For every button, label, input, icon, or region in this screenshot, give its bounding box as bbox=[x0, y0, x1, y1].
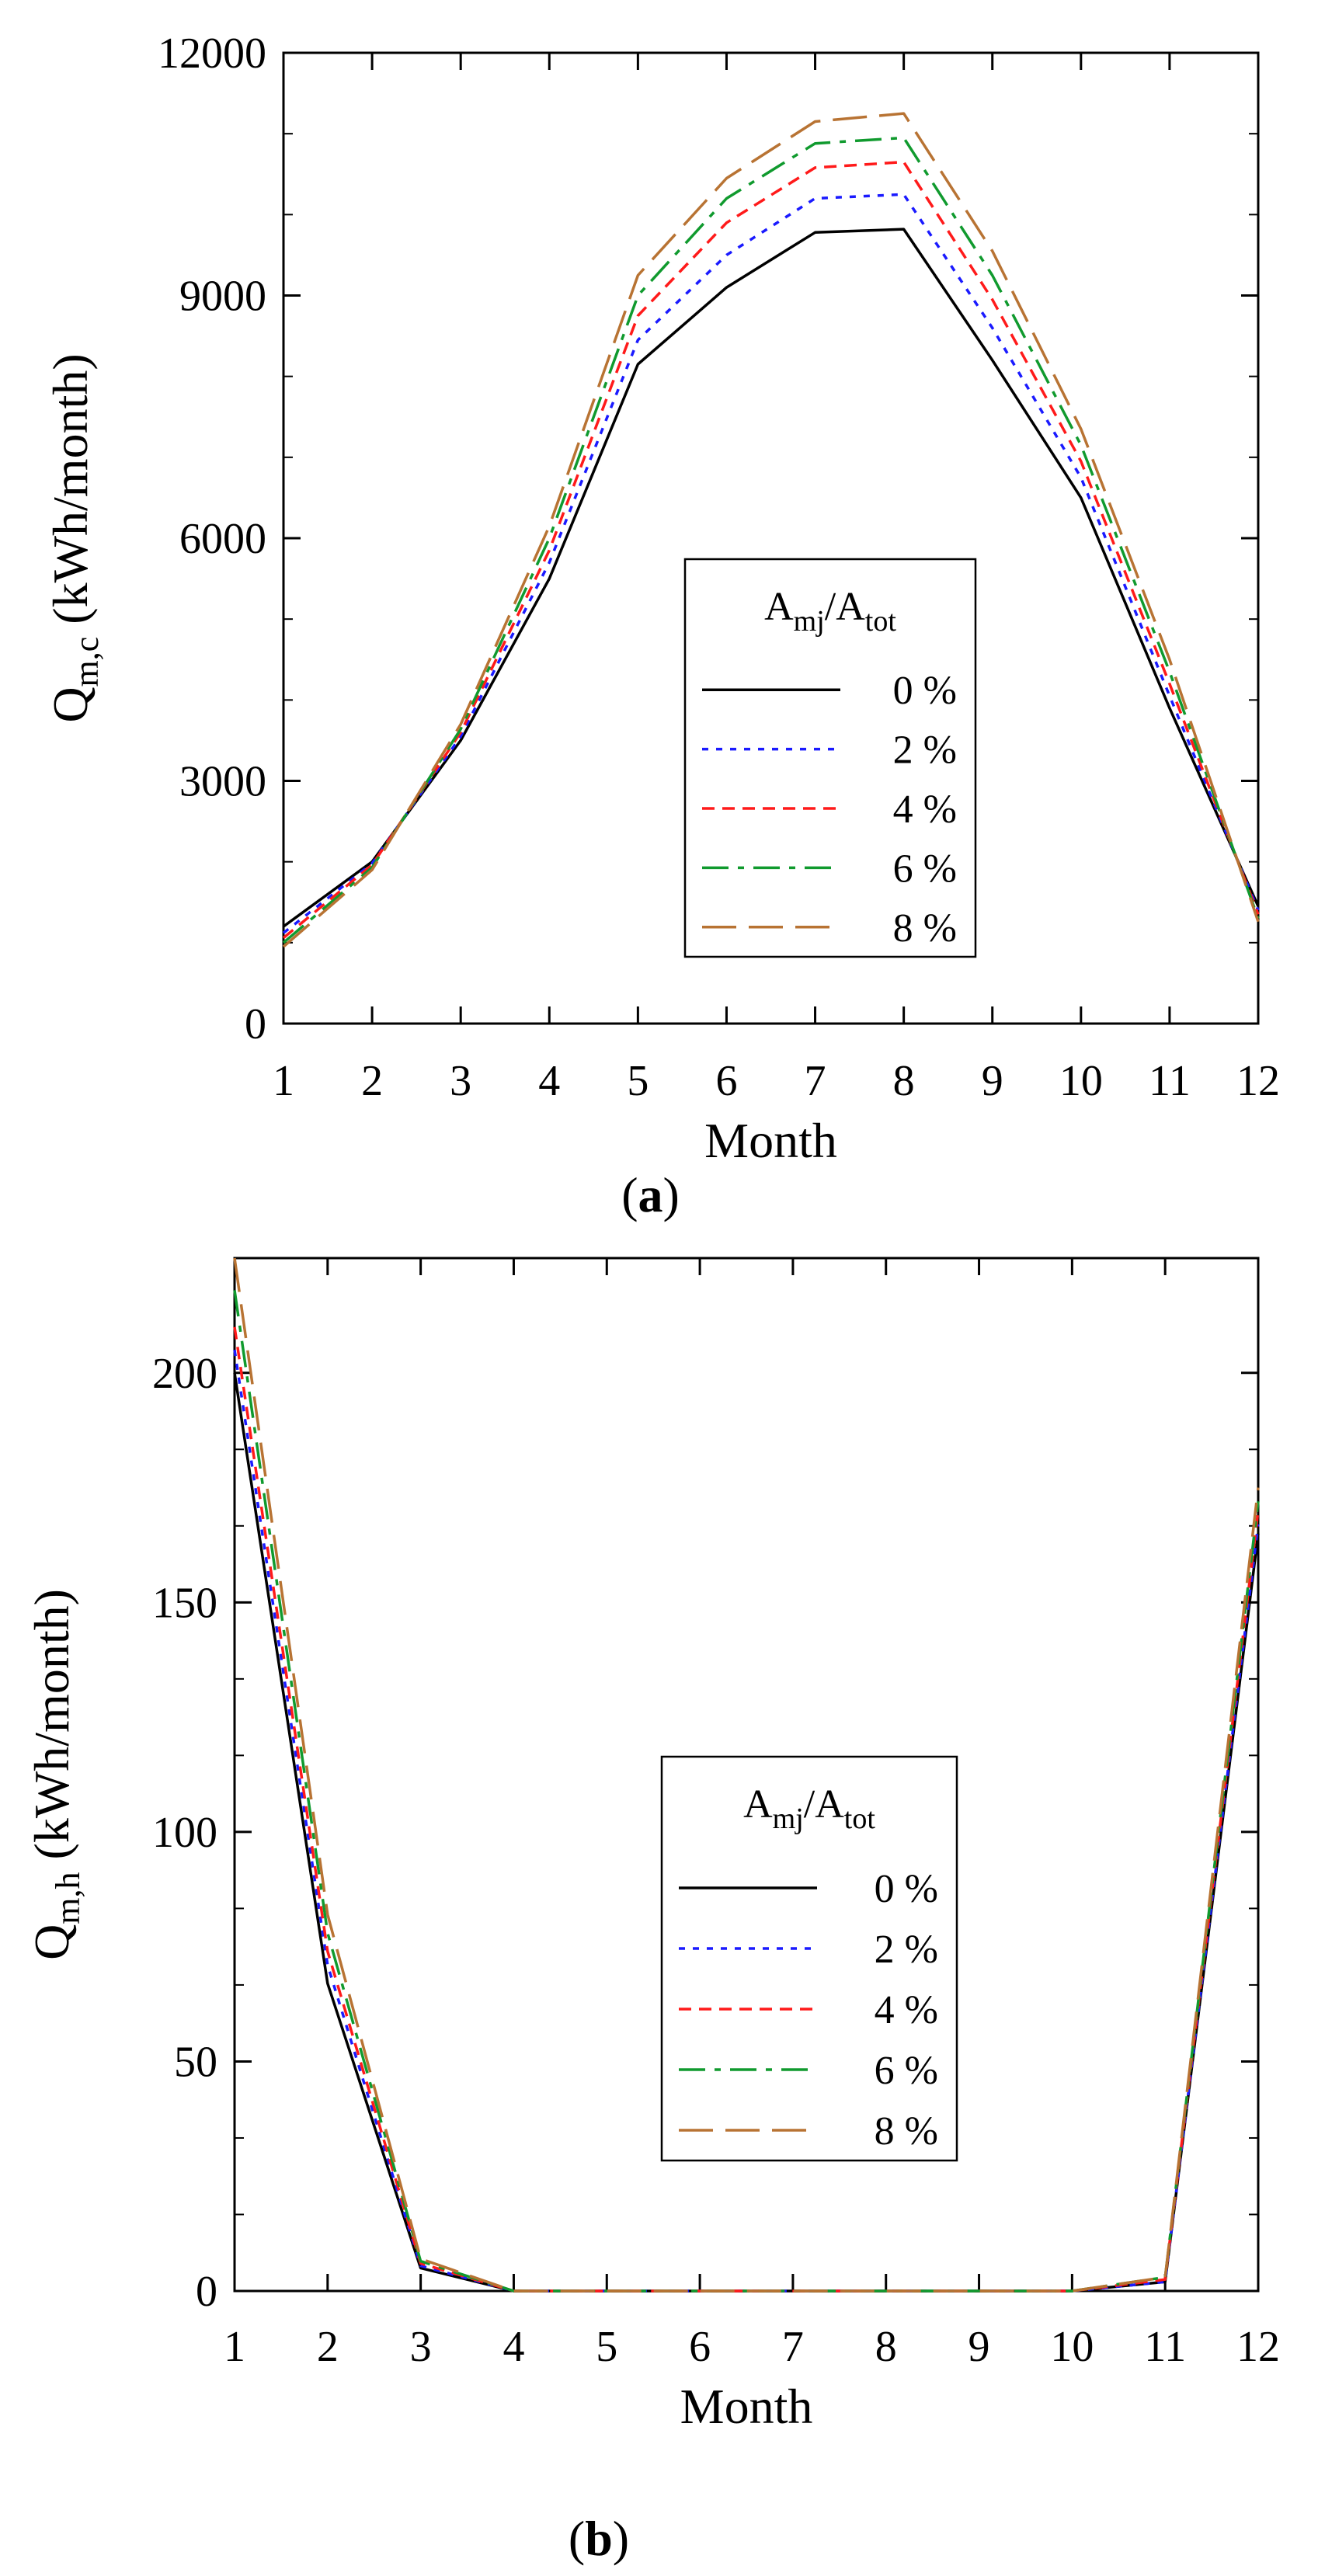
x-tick-label: 5 bbox=[627, 1057, 649, 1105]
y-tick-label: 100 bbox=[152, 1809, 217, 1857]
x-tick-label: 3 bbox=[450, 1057, 471, 1105]
legend-label: 6 % bbox=[893, 846, 957, 891]
x-tick-label: 4 bbox=[538, 1057, 560, 1105]
legend-title-main: A bbox=[764, 585, 794, 629]
x-tick-label: 9 bbox=[969, 2323, 990, 2371]
legend-title: Amj/Atot bbox=[743, 1782, 875, 1835]
panel-label-close: ) bbox=[663, 1167, 680, 1222]
y-tick-label: 6000 bbox=[179, 515, 266, 563]
legend-label: 8 % bbox=[875, 2109, 938, 2154]
x-tick-label: 6 bbox=[689, 2323, 711, 2371]
y-axis-title-main: Q bbox=[43, 687, 98, 722]
legend-label: 2 % bbox=[875, 1928, 938, 1972]
y-tick-label: 9000 bbox=[179, 273, 266, 321]
legend-label: 2 % bbox=[893, 728, 957, 773]
series-line-8-pct bbox=[282, 112, 1260, 948]
y-axis-title-sub: m,c bbox=[68, 637, 106, 687]
y-tick-label: 0 bbox=[196, 2268, 217, 2316]
y-axis-title: Qm,h (kWh/month) bbox=[24, 1589, 87, 1960]
x-tick-label: 11 bbox=[1144, 2323, 1186, 2371]
x-tick-label: 12 bbox=[1236, 1057, 1280, 1105]
y-tick-label: 50 bbox=[174, 2038, 217, 2086]
series-line-6-pct bbox=[282, 136, 1260, 944]
series-line-4-pct bbox=[282, 160, 1260, 939]
panel-label: (b) bbox=[569, 2511, 629, 2566]
chart-panel-a: 1 2 3 4 5 6 7 8 9 10 11 12030006000900012000MonthQm… bbox=[43, 30, 1280, 1222]
x-tick-label: 10 bbox=[1059, 1057, 1103, 1105]
series-line-2-pct bbox=[282, 193, 1260, 934]
legend-box bbox=[683, 558, 977, 958]
x-axis-title: Month bbox=[704, 1113, 837, 1168]
x-tick-label: 5 bbox=[596, 2323, 617, 2371]
legend-label: 0 % bbox=[875, 1867, 938, 1911]
y-tick-label: 150 bbox=[152, 1579, 217, 1627]
series-line-8-pct bbox=[233, 1257, 1260, 2293]
legend-title-main: /A bbox=[825, 585, 865, 629]
panel-label-open: ( bbox=[621, 1167, 638, 1222]
legend-label: 4 % bbox=[875, 1988, 938, 2032]
y-axis-title-main: Q bbox=[24, 1924, 79, 1960]
y-tick-label: 200 bbox=[152, 1350, 217, 1398]
legend: Amj/Atot 0 % 2 % 4 % 6 % 8 % bbox=[683, 558, 977, 958]
x-axis-title: Month bbox=[680, 2379, 813, 2434]
x-tick-label: 8 bbox=[875, 2323, 897, 2371]
legend-label: 4 % bbox=[893, 787, 957, 832]
panel-label-open: ( bbox=[569, 2511, 585, 2566]
legend-title: Amj/Atot bbox=[764, 585, 896, 638]
y-tick-label: 12000 bbox=[158, 30, 266, 78]
x-tick-label: 2 bbox=[361, 1057, 383, 1105]
series-line-0-pct bbox=[282, 228, 1260, 928]
x-tick-label: 9 bbox=[982, 1057, 1003, 1105]
legend-title-sub: mj bbox=[773, 1803, 804, 1835]
legend-box bbox=[660, 1755, 958, 2162]
x-tick-label: 6 bbox=[715, 1057, 737, 1105]
y-axis-title: Qm,c (kWh/month) bbox=[43, 353, 106, 722]
x-tick-label: 1 bbox=[224, 2323, 245, 2371]
x-tick-label: 2 bbox=[317, 2323, 339, 2371]
x-tick-label: 7 bbox=[805, 1057, 826, 1105]
legend-label: 0 % bbox=[893, 669, 957, 713]
y-tick-label: 0 bbox=[245, 1000, 266, 1048]
legend-title-main: A bbox=[743, 1782, 773, 1827]
x-tick-label: 4 bbox=[503, 2323, 524, 2371]
panel-label-letter: b bbox=[585, 2511, 613, 2566]
x-tick-label: 7 bbox=[782, 2323, 804, 2371]
x-tick-label: 8 bbox=[893, 1057, 915, 1105]
panel-label-letter: a bbox=[638, 1167, 663, 1222]
y-axis-title-unit: (kWh/month) bbox=[24, 1589, 79, 1872]
x-tick-label: 10 bbox=[1050, 2323, 1094, 2371]
series-line-2-pct bbox=[233, 1349, 1260, 2293]
panel-label: (a) bbox=[621, 1167, 680, 1222]
legend-title-sub: tot bbox=[844, 1803, 876, 1835]
x-tick-label: 1 bbox=[273, 1057, 294, 1105]
y-axis-title-unit: (kWh/month) bbox=[43, 353, 98, 636]
x-tick-label: 11 bbox=[1149, 1057, 1191, 1105]
legend-label: 8 % bbox=[893, 906, 957, 951]
x-tick-label: 12 bbox=[1236, 2323, 1280, 2371]
legend-title-sub: mj bbox=[794, 605, 825, 638]
legend-title-sub: tot bbox=[865, 605, 897, 638]
legend-label: 6 % bbox=[875, 2049, 938, 2093]
y-axis-title-sub: m,h bbox=[49, 1872, 87, 1924]
x-tick-label: 3 bbox=[410, 2323, 432, 2371]
panel-label-close: ) bbox=[613, 2511, 629, 2566]
y-tick-label: 3000 bbox=[179, 758, 266, 806]
legend-title-main: /A bbox=[804, 1782, 844, 1827]
